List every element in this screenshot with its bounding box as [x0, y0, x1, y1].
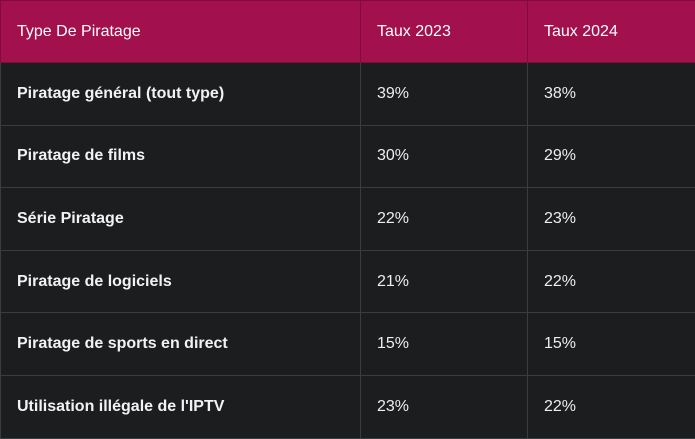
header-type: Type De Piratage	[1, 1, 361, 63]
header-row: Type De Piratage Taux 2023 Taux 2024	[1, 1, 695, 63]
row-rate-2024: 22%	[528, 250, 695, 313]
row-type: Piratage de films	[1, 125, 361, 188]
table-row: Utilisation illégale de l'IPTV 23% 22%	[1, 375, 695, 438]
row-rate-2023: 21%	[361, 250, 528, 313]
header-rate-2023: Taux 2023	[361, 1, 528, 63]
row-rate-2023: 39%	[361, 63, 528, 126]
row-rate-2024: 23%	[528, 188, 695, 251]
row-rate-2023: 30%	[361, 125, 528, 188]
row-type: Piratage de sports en direct	[1, 313, 361, 376]
row-type: Piratage général (tout type)	[1, 63, 361, 126]
row-rate-2024: 22%	[528, 375, 695, 438]
row-type: Piratage de logiciels	[1, 250, 361, 313]
row-rate-2023: 15%	[361, 313, 528, 376]
table-row: Piratage général (tout type) 39% 38%	[1, 63, 695, 126]
table-row: Piratage de films 30% 29%	[1, 125, 695, 188]
row-rate-2024: 15%	[528, 313, 695, 376]
table-row: Série Piratage 22% 23%	[1, 188, 695, 251]
row-type: Série Piratage	[1, 188, 361, 251]
table-body: Piratage général (tout type) 39% 38% Pir…	[1, 63, 695, 439]
row-type: Utilisation illégale de l'IPTV	[1, 375, 361, 438]
row-rate-2023: 22%	[361, 188, 528, 251]
row-rate-2024: 38%	[528, 63, 695, 126]
table-row: Piratage de sports en direct 15% 15%	[1, 313, 695, 376]
header-rate-2024: Taux 2024	[528, 1, 695, 63]
row-rate-2023: 23%	[361, 375, 528, 438]
row-rate-2024: 29%	[528, 125, 695, 188]
table-header: Type De Piratage Taux 2023 Taux 2024	[1, 1, 695, 63]
table-row: Piratage de logiciels 21% 22%	[1, 250, 695, 313]
